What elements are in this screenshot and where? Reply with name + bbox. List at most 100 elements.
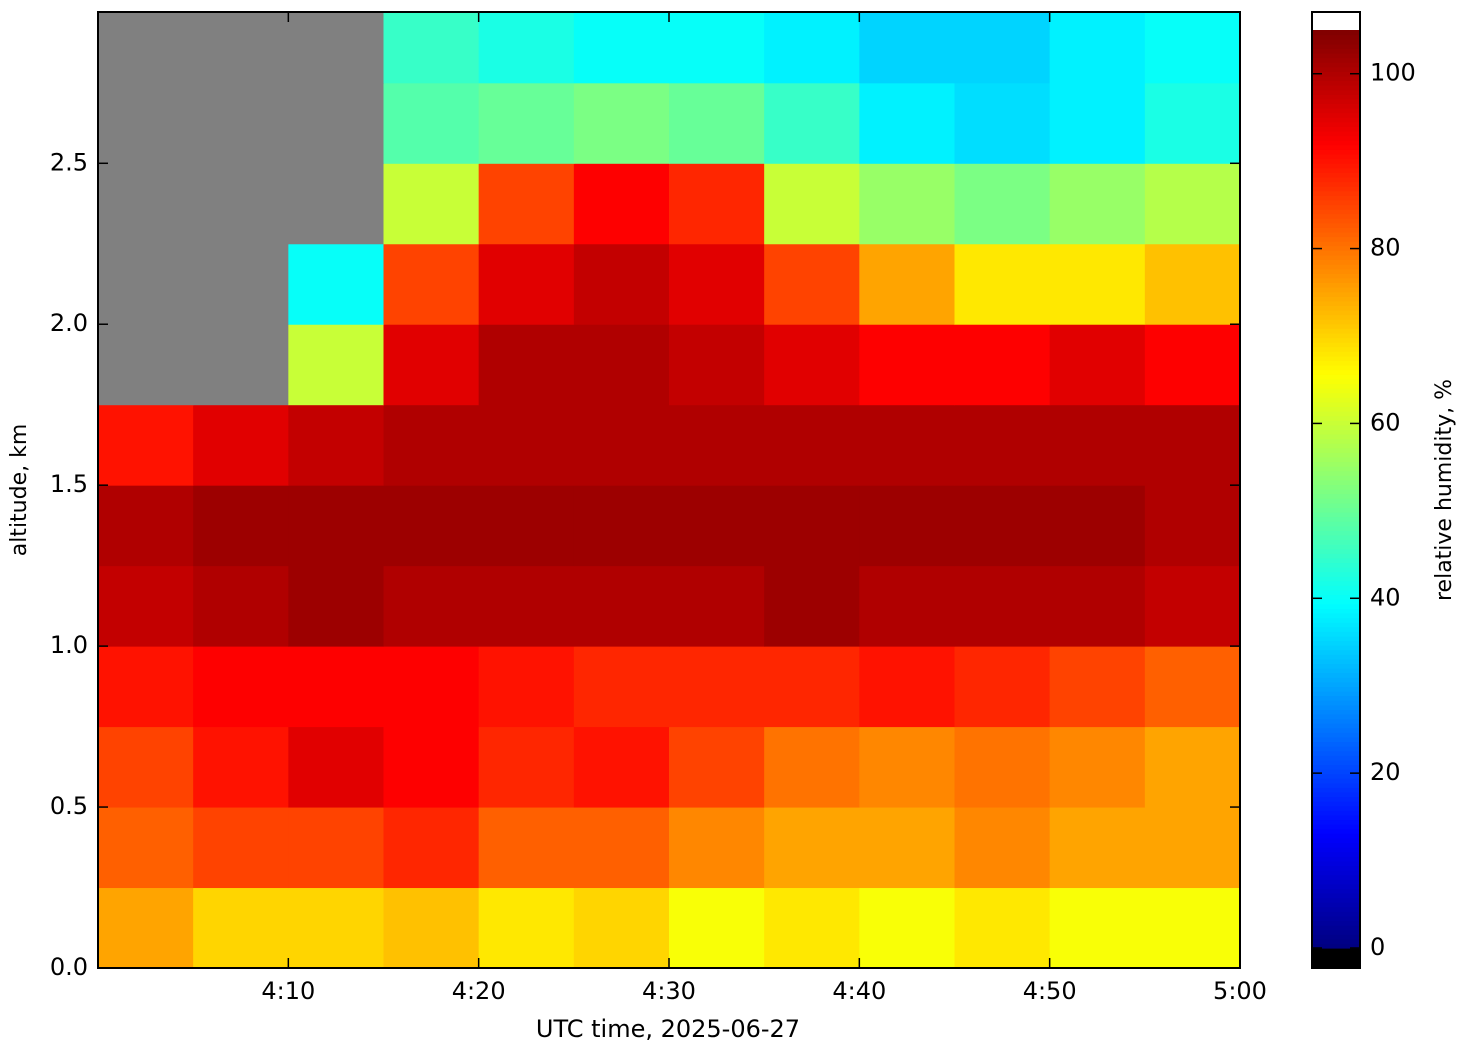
colorbar-swatch [1312,750,1360,756]
colorbar-swatch [1312,773,1360,779]
colorbar-tick-label: 40 [1370,583,1401,611]
heatmap-cell [1049,807,1146,889]
colorbar-swatch [1312,704,1360,710]
heatmap-cell [288,163,384,245]
heatmap-cell [1144,243,1240,325]
colorbar-swatch [1312,489,1360,495]
colorbar-swatch [1312,805,1360,811]
colorbar-swatch [1312,309,1360,316]
heatmap-cell [573,82,670,164]
colorbar-swatch [1312,718,1360,724]
colorbar-swatch [1312,401,1360,407]
x-tick-label: 4:50 [1023,977,1077,1005]
colorbar-swatch [1312,768,1360,775]
colorbar-swatch [1312,227,1360,233]
colorbar-swatch [1312,204,1360,210]
heatmap-cell [478,646,575,728]
colorbar-swatch [1312,475,1360,481]
colorbar-swatch [1312,291,1360,297]
heatmap-cell [383,565,480,647]
colorbar-swatch [1312,282,1360,288]
colorbar-swatch [1312,668,1360,674]
heatmap-cell [1049,82,1146,164]
heatmap-cell [193,404,289,486]
colorbar-swatch [1312,741,1360,747]
heatmap-cell [573,485,670,567]
colorbar-swatch [1312,727,1360,733]
colorbar-swatch [1312,943,1360,949]
colorbar-swatch [1312,149,1360,155]
heatmap-cell [1049,485,1146,567]
heatmap-cell [669,324,765,406]
heatmap-cell [193,646,289,728]
colorbar-swatch [1312,599,1360,605]
colorbar-swatch [1312,654,1360,660]
colorbar-swatch [1312,342,1360,348]
heatmap-cell [669,243,765,325]
colorbar-swatch [1312,874,1360,880]
colorbar-swatch [1312,39,1360,45]
heatmap-cell [193,485,289,567]
colorbar-swatch [1312,66,1360,72]
colorbar-swatch [1312,181,1360,187]
colorbar-swatch [1312,819,1360,825]
heatmap-cell [1144,485,1240,567]
colorbar-swatch [1312,801,1360,807]
y-tick-label: 1.0 [50,631,88,659]
heatmap-cell [478,485,575,567]
colorbar-swatch [1312,264,1360,270]
x-tick-label: 4:10 [261,977,315,1005]
colorbar-swatch [1312,268,1360,274]
heatmap-cell [573,887,670,968]
colorbar-swatch [1312,108,1360,114]
colorbar-swatch [1312,709,1360,715]
heatmap-cell [288,324,384,406]
colorbar-swatch [1312,190,1360,196]
heatmap-cell [669,646,765,728]
colorbar-swatch [1312,163,1360,169]
heatmap-cell [764,82,860,164]
colorbar-swatch [1312,892,1360,899]
heatmap-cell [1144,163,1240,245]
colorbar-swatch [1312,456,1360,463]
heatmap-cell [859,646,955,728]
colorbar-swatch [1312,273,1360,279]
colorbar-swatch [1312,222,1360,228]
colorbar-swatch [1312,254,1360,261]
heatmap-cell [764,163,860,245]
colorbar-swatch [1312,213,1360,219]
heatmap-cell [288,243,384,325]
heatmap-cell [954,404,1051,486]
heatmap-cell [669,565,765,647]
heatmap-cell [288,404,384,486]
colorbar-swatch [1312,695,1360,701]
colorbar-swatch [1312,847,1360,853]
colorbar-swatch [1312,167,1360,173]
heatmap-cell [1144,82,1240,164]
heatmap-cell [954,565,1051,647]
colorbar-swatch [1312,374,1360,380]
x-tick-label: 4:30 [642,977,696,1005]
colorbar-tick-label: 80 [1370,234,1401,262]
heatmap-cell [1049,324,1146,406]
colorbar-swatch [1312,493,1360,499]
colorbar-swatch [1312,89,1360,95]
colorbar-swatch [1312,245,1360,251]
colorbar-swatch [1312,346,1360,352]
colorbar-swatch [1312,406,1360,412]
y-axis-label: altitude, km [7,424,32,557]
colorbar-swatch [1312,57,1360,63]
colorbar-swatch [1312,130,1360,137]
heatmap-cell [1049,404,1146,486]
colorbar-swatch [1312,516,1360,522]
heatmap-cell [954,82,1051,164]
colorbar-swatch [1312,231,1360,238]
heatmap-cell [193,82,289,164]
heatmap-cell [1144,646,1240,728]
heatmap-cell [573,565,670,647]
colorbar-swatch [1312,902,1360,908]
colorbar-swatch [1312,525,1360,531]
colorbar-swatch [1312,466,1360,472]
colorbar-swatch [1312,461,1360,467]
colorbar-swatch [1312,856,1360,862]
